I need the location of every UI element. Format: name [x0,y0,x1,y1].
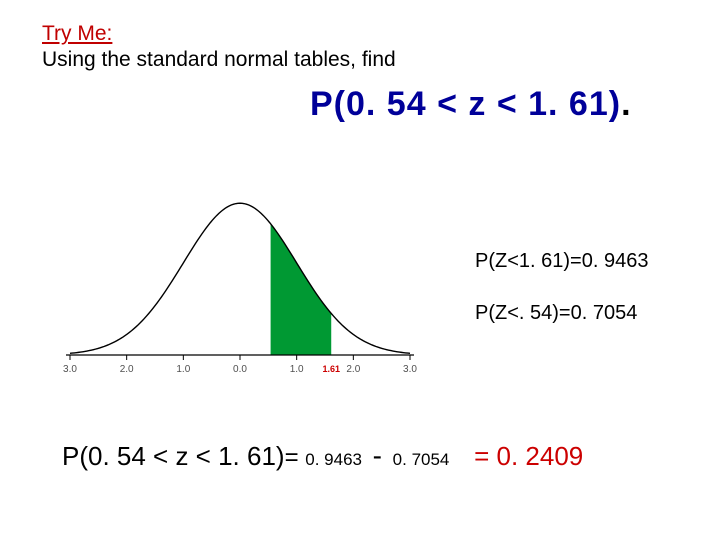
svg-text:1.0: 1.0 [176,364,190,375]
svg-text:3.0: 3.0 [63,364,77,375]
main-expression-text: P(0. 54 < z < 1. 61) [310,85,621,123]
header-block: Try Me: Using the standard normal tables… [42,22,396,72]
result-lhs: P(0. 54 < z < 1. 61) [62,441,285,471]
result-line: P(0. 54 < z < 1. 61)= 0. 9463 - 0. 7054 … [62,440,583,472]
svg-text:1.0: 1.0 [290,364,304,375]
svg-text:0.0: 0.0 [233,364,247,375]
svg-text:1.61: 1.61 [322,364,340,374]
calc-line-2: P(Z<. 54)=0. 7054 [475,302,637,325]
try-me-heading: Try Me: [42,22,396,46]
svg-text:2.0: 2.0 [346,364,360,375]
result-eq: = [285,444,299,471]
svg-text:2.0: 2.0 [120,364,134,375]
result-value-1: 0. 9463 [305,450,362,469]
main-expression: P(0. 54 < z < 1. 61). [310,85,632,124]
result-answer: = 0. 2409 [474,441,583,471]
main-expression-period: . [621,85,631,123]
normal-curve-svg: 3.0 2.0 1.0 0.0 1.0 2.0 3.0 1.61 [50,180,430,385]
normal-curve-chart: 3.0 2.0 1.0 0.0 1.0 2.0 3.0 1.61 [50,180,430,385]
calc-line-1: P(Z<1. 61)=0. 9463 [475,250,648,273]
result-minus: - [373,440,382,471]
svg-text:3.0: 3.0 [403,364,417,375]
subtitle-text: Using the standard normal tables, find [42,48,396,72]
result-value-2: 0. 7054 [393,450,450,469]
